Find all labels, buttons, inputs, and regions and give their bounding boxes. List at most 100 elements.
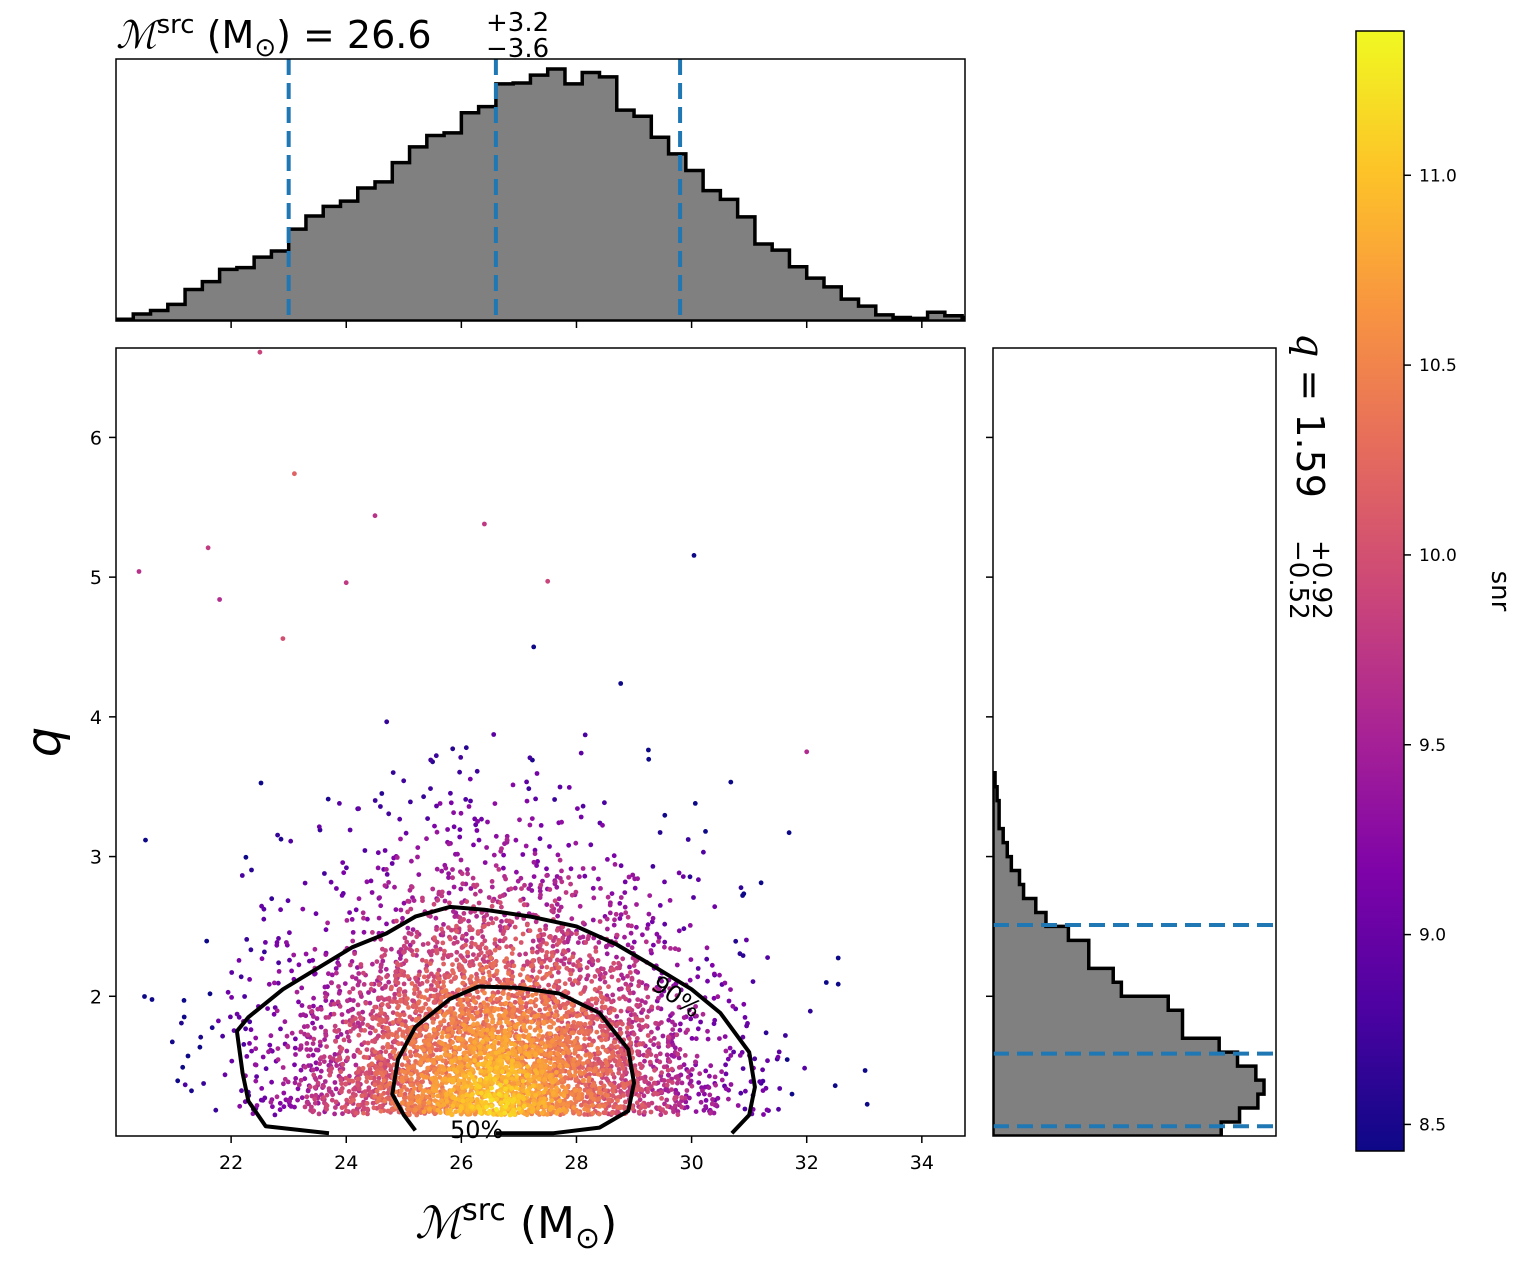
scatter-point bbox=[667, 898, 673, 903]
scatter-point bbox=[519, 1015, 524, 1021]
scatter-point bbox=[401, 943, 407, 949]
scatter-point bbox=[551, 1090, 556, 1096]
scatter-point bbox=[432, 1098, 438, 1104]
scatter-point bbox=[581, 1077, 586, 1083]
scatter-point bbox=[420, 1079, 425, 1085]
scatter-point bbox=[510, 1008, 516, 1014]
scatter-point bbox=[372, 1082, 378, 1088]
scatter-point bbox=[539, 1048, 544, 1054]
scatter-point bbox=[379, 995, 384, 1001]
scatter-point bbox=[607, 910, 613, 916]
scatter-point bbox=[302, 1104, 308, 1110]
scatter-point bbox=[687, 977, 693, 983]
scatter-point bbox=[612, 1039, 618, 1045]
scatter-point bbox=[499, 919, 504, 924]
scatter-point bbox=[489, 1050, 495, 1056]
scatter-point bbox=[472, 1046, 477, 1052]
scatter-point bbox=[247, 1019, 253, 1025]
scatter-point bbox=[482, 521, 487, 527]
scatter-point bbox=[738, 885, 744, 891]
scatter-point bbox=[696, 1091, 702, 1097]
scatter-point bbox=[657, 830, 663, 835]
scatter-point bbox=[229, 1058, 235, 1064]
scatter-point bbox=[446, 841, 452, 847]
scatter-point bbox=[260, 1097, 266, 1103]
scatter-point bbox=[292, 1045, 298, 1051]
scatter-point bbox=[313, 1047, 319, 1053]
scatter-point bbox=[296, 1082, 302, 1088]
scatter-point bbox=[662, 939, 668, 945]
scatter-point bbox=[450, 962, 455, 967]
scatter-point bbox=[672, 946, 678, 952]
scatter-point bbox=[737, 951, 743, 957]
scatter-point bbox=[629, 923, 634, 929]
scatter-point bbox=[643, 1023, 649, 1029]
scatter-point bbox=[670, 1080, 675, 1085]
scatter-point bbox=[370, 961, 375, 967]
scatter-point bbox=[222, 1072, 228, 1078]
scatter-point bbox=[430, 1093, 436, 1099]
scatter-point bbox=[728, 1053, 734, 1058]
scatter-point bbox=[350, 930, 356, 935]
scatter-point bbox=[426, 1006, 432, 1012]
scatter-point bbox=[333, 1105, 338, 1110]
scatter-point bbox=[397, 1027, 402, 1032]
scatter-point bbox=[397, 987, 403, 992]
scatter-point bbox=[707, 1110, 713, 1116]
scatter-point bbox=[442, 1047, 448, 1052]
scatter-point bbox=[454, 929, 460, 934]
scatter-point bbox=[179, 1020, 184, 1026]
scatter-point bbox=[554, 1035, 560, 1040]
scatter-point bbox=[657, 1051, 663, 1057]
scatter-point bbox=[352, 951, 357, 956]
scatter-point bbox=[656, 1041, 661, 1047]
scatter-point bbox=[401, 972, 407, 978]
scatter-point bbox=[604, 1062, 610, 1068]
scatter-point bbox=[685, 837, 691, 842]
scatter-point bbox=[494, 997, 500, 1002]
scatter-point bbox=[460, 1003, 465, 1009]
scatter-point bbox=[516, 1036, 522, 1042]
scatter-point bbox=[645, 1049, 650, 1054]
scatter-point bbox=[311, 1072, 317, 1078]
scatter-point bbox=[469, 935, 475, 941]
scatter-point bbox=[335, 999, 341, 1005]
scatter-point bbox=[559, 1034, 565, 1040]
scatter-point bbox=[500, 1074, 505, 1080]
scatter-point bbox=[583, 940, 589, 945]
scatter-point bbox=[679, 1104, 685, 1110]
scatter-point bbox=[300, 1012, 306, 1018]
scatter-point bbox=[304, 1100, 310, 1105]
scatter-point bbox=[321, 1059, 327, 1064]
scatter-point bbox=[528, 999, 534, 1004]
scatter-point bbox=[588, 1042, 594, 1048]
scatter-point bbox=[142, 994, 147, 999]
scatter-point bbox=[723, 1071, 729, 1077]
scatter-point bbox=[341, 870, 347, 876]
scatter-point bbox=[402, 1070, 408, 1075]
scatter-point bbox=[376, 915, 382, 921]
scatter-point bbox=[323, 998, 329, 1003]
scatter-point bbox=[710, 1097, 715, 1102]
scatter-point bbox=[509, 980, 515, 986]
scatter-point bbox=[676, 870, 682, 876]
scatter-point bbox=[238, 974, 244, 980]
scatter-point bbox=[700, 1011, 706, 1017]
scatter-point bbox=[666, 1034, 671, 1040]
scatter-point bbox=[657, 903, 663, 908]
scatter-point bbox=[635, 876, 640, 882]
scatter-point bbox=[568, 866, 574, 872]
scatter-point bbox=[356, 971, 362, 976]
scatter-point bbox=[420, 1005, 426, 1011]
scatter-point bbox=[695, 1026, 701, 1032]
scatter-point bbox=[334, 1063, 340, 1068]
scatter-point bbox=[668, 946, 673, 951]
scatter-point bbox=[593, 945, 599, 951]
scatter-point bbox=[492, 1039, 497, 1045]
scatter-point bbox=[204, 938, 210, 944]
scatter-point bbox=[606, 1097, 611, 1103]
scatter-point bbox=[309, 1009, 315, 1014]
scatter-point bbox=[512, 924, 518, 930]
scatter-point bbox=[548, 935, 553, 940]
scatter-point bbox=[557, 1063, 562, 1069]
